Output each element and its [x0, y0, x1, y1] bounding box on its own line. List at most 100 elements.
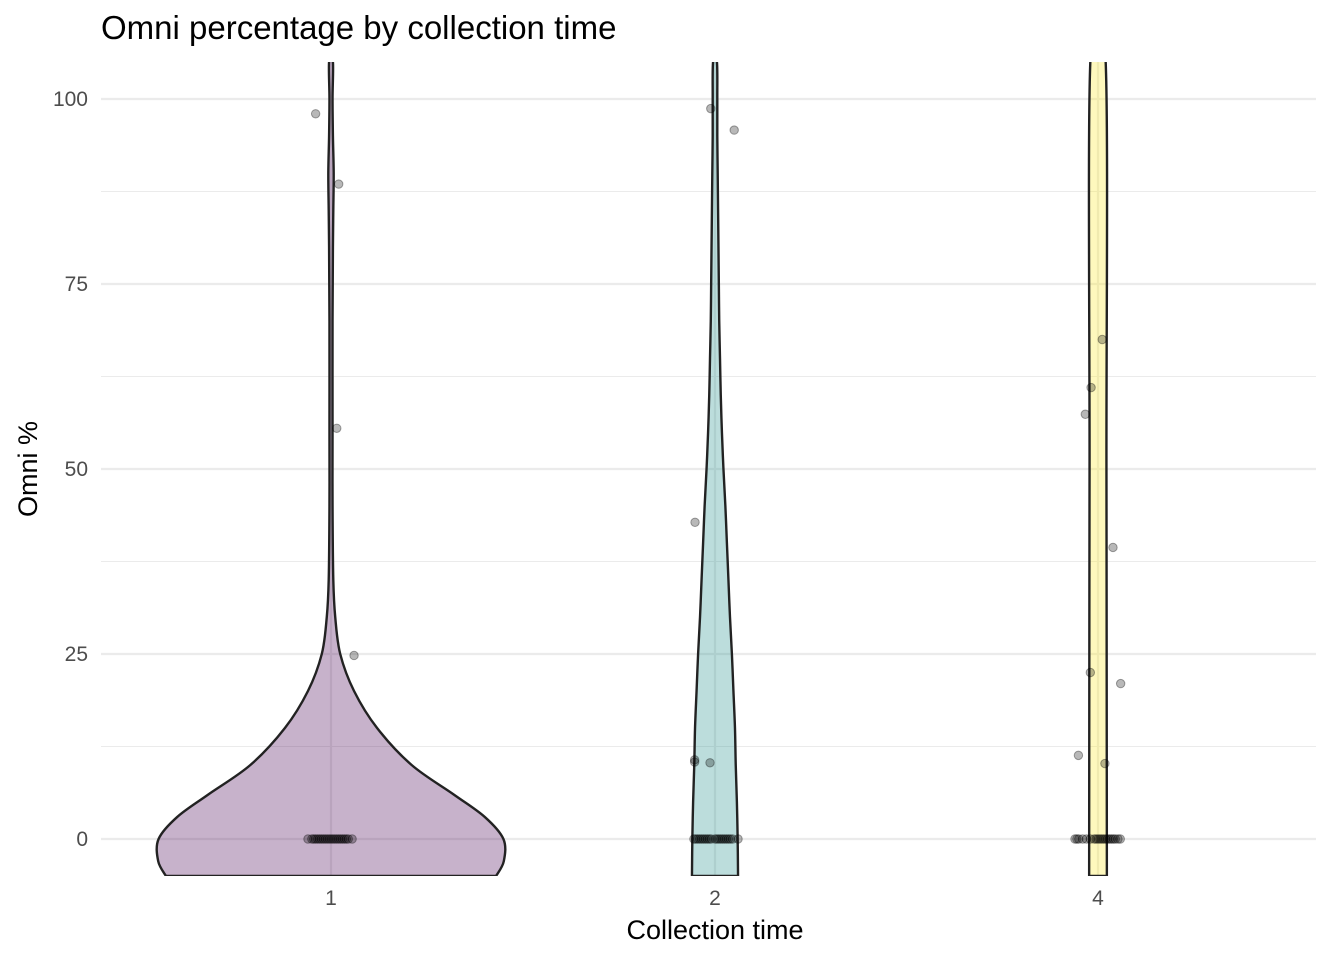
chart-title: Omni percentage by collection time: [101, 9, 616, 46]
data-point-1: [310, 834, 321, 844]
violin-1: [155, 62, 507, 876]
data-point-2: [717, 834, 728, 844]
x-tick-label: 1: [325, 887, 337, 910]
data-point-2: [714, 834, 724, 844]
data-point-1: [332, 834, 342, 844]
data-point-4: [1104, 834, 1115, 844]
y-tick-label: 50: [65, 458, 88, 481]
data-point-1: [303, 834, 313, 844]
data-point-1: [332, 423, 342, 433]
data-point-1: [324, 834, 334, 844]
data-point-2: [690, 517, 700, 527]
data-point-4: [1091, 834, 1101, 844]
data-point-4: [1086, 382, 1096, 393]
data-point-2: [698, 834, 709, 844]
data-point-1: [335, 834, 346, 844]
data-point-1: [310, 109, 321, 119]
data-point-4: [1074, 834, 1084, 844]
data-point-4: [1085, 834, 1096, 844]
data-point-4: [1113, 834, 1123, 844]
data-point-1: [322, 834, 332, 844]
y-tick-label: 0: [76, 828, 88, 851]
data-point-2: [705, 758, 715, 768]
x-axis-ticks: 1 2 4: [325, 887, 1104, 910]
data-point-4: [1108, 542, 1118, 553]
x-tick-label: 4: [1092, 887, 1104, 910]
x-axis-title: Collection time: [626, 915, 803, 945]
data-point-4: [1077, 834, 1088, 844]
data-point-2: [706, 103, 716, 114]
data-point-2: [725, 834, 736, 844]
data-point-2: [691, 834, 701, 844]
x-tick-label: 2: [709, 887, 721, 910]
data-point-1: [330, 834, 340, 844]
data-point-2: [702, 834, 713, 844]
data-point-1: [318, 834, 329, 844]
data-point-2: [689, 757, 700, 767]
data-point-2: [689, 755, 700, 765]
data-point-1: [307, 834, 317, 844]
data-point-1: [326, 834, 336, 844]
data-point-4: [1097, 334, 1107, 345]
data-point-4: [1102, 834, 1113, 844]
data-point-4: [1097, 834, 1107, 844]
data-point-2: [721, 834, 732, 844]
data-point-4: [1100, 758, 1110, 769]
violins: [155, 62, 1109, 876]
data-point-2: [700, 834, 711, 844]
jitter-points: [303, 103, 1126, 844]
data-point-4: [1073, 750, 1084, 761]
data-point-1: [320, 834, 330, 844]
data-point-1: [349, 650, 359, 661]
data-point-2: [716, 834, 726, 844]
data-point-4: [1080, 409, 1091, 419]
data-point-1: [316, 834, 327, 844]
data-point-4: [1095, 834, 1105, 844]
data-point-4: [1093, 834, 1103, 844]
y-axis-ticks: 0 25 50 75 100: [53, 88, 88, 851]
data-point-4: [1072, 834, 1082, 844]
data-point-1: [337, 834, 348, 844]
data-point-1: [339, 834, 350, 844]
data-point-1: [312, 834, 323, 844]
data-point-4: [1089, 834, 1099, 844]
data-point-2: [704, 834, 714, 844]
data-point-4: [1115, 678, 1126, 689]
data-point-1: [314, 834, 325, 844]
data-point-4: [1070, 834, 1080, 844]
data-point-2: [723, 834, 734, 844]
data-point-2: [693, 834, 703, 844]
data-point-4: [1106, 834, 1117, 844]
data-point-4: [1081, 834, 1092, 844]
data-point-1: [328, 834, 338, 844]
data-point-4: [1110, 834, 1120, 844]
y-tick-label: 100: [53, 88, 88, 111]
data-point-2: [712, 834, 722, 844]
data-point-2: [719, 834, 730, 844]
data-point-4: [1085, 667, 1096, 678]
data-point-4: [1108, 834, 1119, 844]
data-point-1: [341, 834, 352, 844]
data-point-4: [1100, 834, 1111, 844]
data-point-2: [729, 125, 739, 135]
y-tick-label: 75: [65, 273, 88, 296]
data-point-4: [1115, 834, 1125, 844]
data-point-2: [727, 834, 738, 844]
data-point-1: [333, 179, 344, 189]
violin-4: [1087, 62, 1109, 876]
y-axis-title: Omni %: [13, 421, 43, 517]
data-point-2: [710, 834, 720, 844]
data-point-2: [706, 834, 716, 844]
data-point-2: [694, 834, 705, 844]
data-point-1: [309, 834, 319, 844]
data-point-2: [696, 834, 707, 844]
gridlines: [101, 62, 1316, 876]
violin-2: [690, 62, 740, 876]
y-tick-label: 25: [65, 643, 88, 666]
data-point-4: [1099, 834, 1109, 844]
data-point-1: [347, 834, 357, 844]
data-point-1: [333, 834, 344, 844]
data-point-2: [733, 834, 743, 844]
data-point-2: [689, 834, 699, 844]
